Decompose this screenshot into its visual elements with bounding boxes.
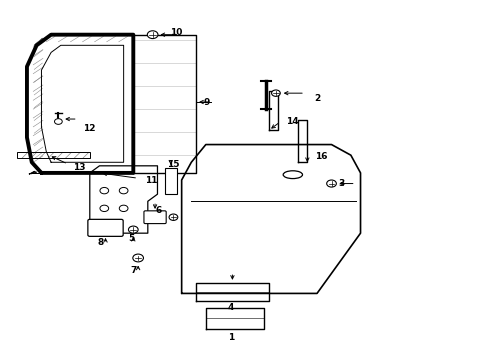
Text: 14: 14 [285, 117, 298, 126]
Text: 12: 12 [82, 124, 95, 133]
Text: 8: 8 [97, 238, 103, 247]
Circle shape [54, 119, 62, 124]
Circle shape [128, 226, 138, 233]
Text: 11: 11 [145, 176, 158, 185]
Circle shape [100, 205, 108, 212]
Circle shape [133, 254, 143, 262]
Text: 2: 2 [314, 94, 320, 103]
Text: 7: 7 [130, 266, 136, 275]
Text: 6: 6 [155, 206, 161, 215]
Circle shape [326, 180, 336, 187]
Circle shape [100, 188, 108, 194]
FancyBboxPatch shape [88, 219, 123, 237]
Text: 9: 9 [203, 98, 209, 107]
Text: 4: 4 [227, 303, 233, 312]
Text: 1: 1 [228, 333, 234, 342]
Bar [17, 152, 90, 158]
Bar [164, 168, 177, 194]
Circle shape [119, 205, 128, 212]
Circle shape [119, 188, 128, 194]
FancyBboxPatch shape [143, 211, 166, 224]
Ellipse shape [283, 171, 302, 179]
Text: 5: 5 [128, 234, 135, 243]
Circle shape [169, 214, 178, 220]
Circle shape [147, 31, 158, 39]
Text: 15: 15 [167, 159, 179, 168]
Text: 3: 3 [338, 179, 345, 188]
Circle shape [271, 90, 280, 96]
Text: 10: 10 [169, 28, 182, 37]
Text: 13: 13 [73, 163, 85, 172]
Text: 16: 16 [314, 153, 326, 162]
